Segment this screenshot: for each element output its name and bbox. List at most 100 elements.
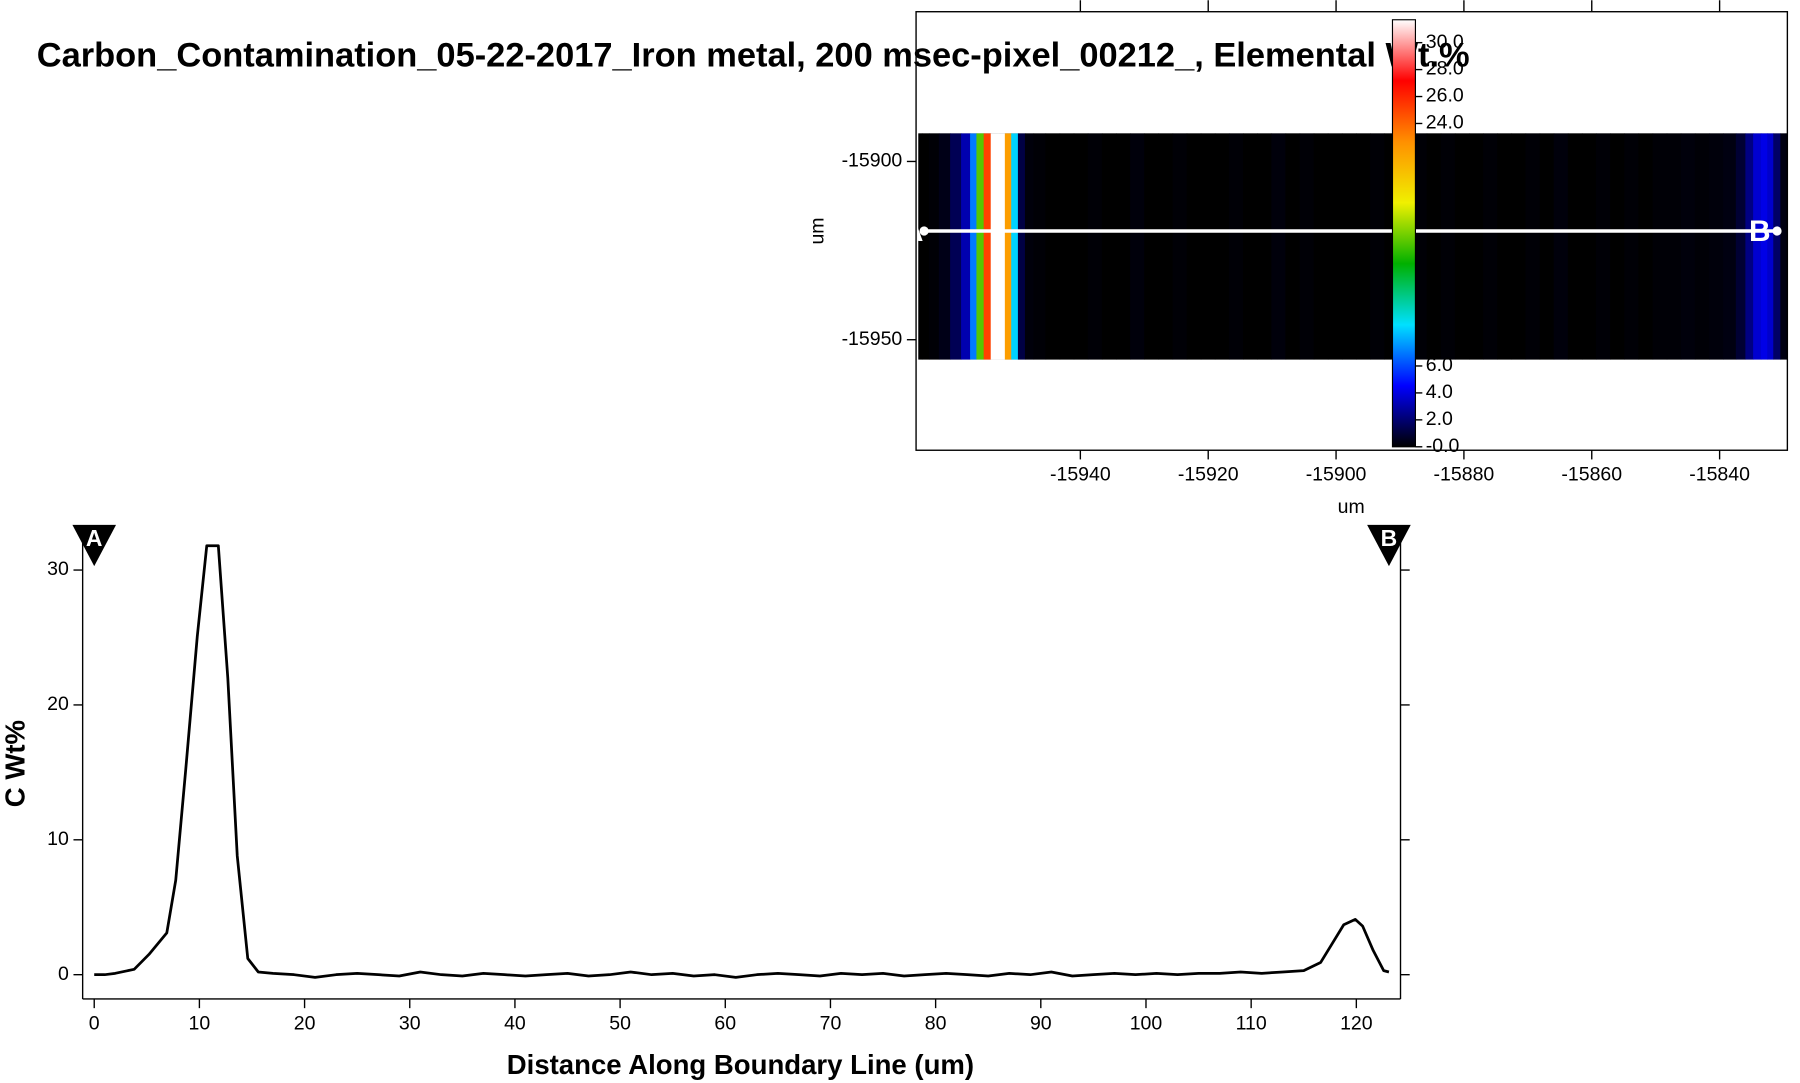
map-cell: [1694, 133, 1710, 360]
map-cell: [1313, 133, 1329, 360]
y-tick-label: -15900: [842, 150, 903, 172]
map-cell: [1553, 133, 1569, 360]
map-cell: [1059, 133, 1075, 360]
map-cell: [1785, 133, 1788, 360]
map-cell: [1045, 133, 1061, 360]
map-cell: [1723, 133, 1737, 360]
colorbar: [1391, 19, 1417, 448]
x-tick-label: 20: [294, 1012, 316, 1034]
map-cell: [1299, 133, 1315, 360]
x-tick-label: 10: [189, 1012, 211, 1034]
map-cell: [1087, 133, 1103, 360]
x-tick-label: -15880: [1434, 464, 1495, 486]
x-tick-label: 70: [820, 1012, 842, 1034]
map-cell: [928, 133, 940, 360]
map-cell: [1271, 133, 1287, 360]
map-cell: [1033, 133, 1047, 360]
map-cell: [1356, 133, 1371, 360]
profile-line: [94, 544, 1390, 979]
map-cell: [1652, 133, 1668, 360]
map-cell: [1017, 133, 1026, 360]
map-cell: [1370, 133, 1385, 360]
y-tick-label: 0: [58, 963, 69, 985]
y-tick-label: -15950: [842, 328, 903, 350]
map-cell: [1760, 133, 1768, 360]
map-cell: [1341, 133, 1357, 360]
map-cell: [1214, 133, 1230, 360]
map-cell: [1735, 133, 1747, 360]
y-tick-label: 30: [47, 558, 69, 580]
map-cell: [983, 133, 992, 360]
map-cell: [1172, 133, 1188, 360]
map-cell: [1525, 133, 1541, 360]
map-cell: [1567, 133, 1583, 360]
map-cell: [1116, 133, 1131, 360]
y-axis-title: C Wt%: [0, 720, 31, 807]
map-cell: [961, 133, 971, 360]
line-end: [919, 226, 929, 236]
y-tick-label: 20: [47, 693, 69, 715]
map-cell: [918, 133, 923, 360]
map-cell: [1483, 133, 1498, 360]
x-tick-label: 0: [89, 1012, 100, 1034]
colorbar-tick-label: 2.0: [1426, 408, 1453, 430]
map-cell: [1024, 133, 1035, 360]
map-cell: [1539, 133, 1555, 360]
map-cell: [1468, 133, 1484, 360]
x-tick-label: 110: [1236, 1012, 1267, 1034]
map-cell: [921, 133, 930, 360]
map-cell: [1638, 133, 1654, 360]
line-end: [1772, 226, 1782, 236]
map-cell: [990, 133, 999, 360]
map-cell: [1624, 133, 1640, 360]
map-cell: [1454, 133, 1470, 360]
colorbar-tick-label: 4.0: [1426, 381, 1453, 403]
map-cell: [1680, 133, 1696, 360]
map-cell: [1243, 133, 1258, 360]
endpoint-marker: [1367, 524, 1411, 567]
map-cell: [1004, 133, 1012, 360]
x-tick-label: 30: [399, 1012, 421, 1034]
map-cell: [1412, 133, 1428, 360]
map-cell: [976, 133, 985, 360]
line-label: A: [902, 215, 924, 248]
map-cell: [1101, 133, 1117, 360]
x-tick-label: 50: [609, 1012, 631, 1034]
x-tick-label: -15860: [1561, 464, 1622, 486]
map-cell: [1426, 133, 1442, 360]
colorbar-tick-label: 30.0: [1426, 31, 1464, 53]
map-cell: [1709, 133, 1724, 360]
chart-title: Carbon_Contamination_05-22-2017_Iron met…: [37, 37, 1470, 75]
endpoint-marker: [72, 524, 117, 567]
map-cell: [1200, 133, 1216, 360]
colorbar-tick-label: 6.0: [1426, 354, 1453, 376]
x-axis-title: Distance Along Boundary Line (um): [507, 1049, 974, 1080]
map-cell: [1753, 133, 1762, 360]
colorbar-tick-label: 24.0: [1426, 112, 1464, 134]
x-tick-label: 90: [1030, 1012, 1052, 1034]
map-cell: [1327, 133, 1343, 360]
endpoint-label: B: [1381, 525, 1398, 551]
map-cell: [1440, 133, 1456, 360]
map-y-label: um: [807, 217, 829, 244]
map-cell: [1144, 133, 1160, 360]
map-cell: [1186, 133, 1202, 360]
map-cell: [1780, 133, 1787, 360]
map-cell: [1773, 133, 1782, 360]
line-label: B: [1749, 215, 1771, 248]
map-cell: [1767, 133, 1774, 360]
x-tick-label: -15940: [1050, 464, 1111, 486]
map-cell: [1257, 133, 1273, 360]
map-cell: [1610, 133, 1625, 360]
map-cell: [1228, 133, 1244, 360]
x-tick-label: 120: [1340, 1012, 1373, 1034]
map-cell: [997, 133, 1006, 360]
map-cell: [1511, 133, 1527, 360]
map-cell: [1011, 133, 1019, 360]
x-tick-label: -15920: [1178, 464, 1239, 486]
map-cell: [1158, 133, 1174, 360]
x-tick-label: 60: [714, 1012, 736, 1034]
